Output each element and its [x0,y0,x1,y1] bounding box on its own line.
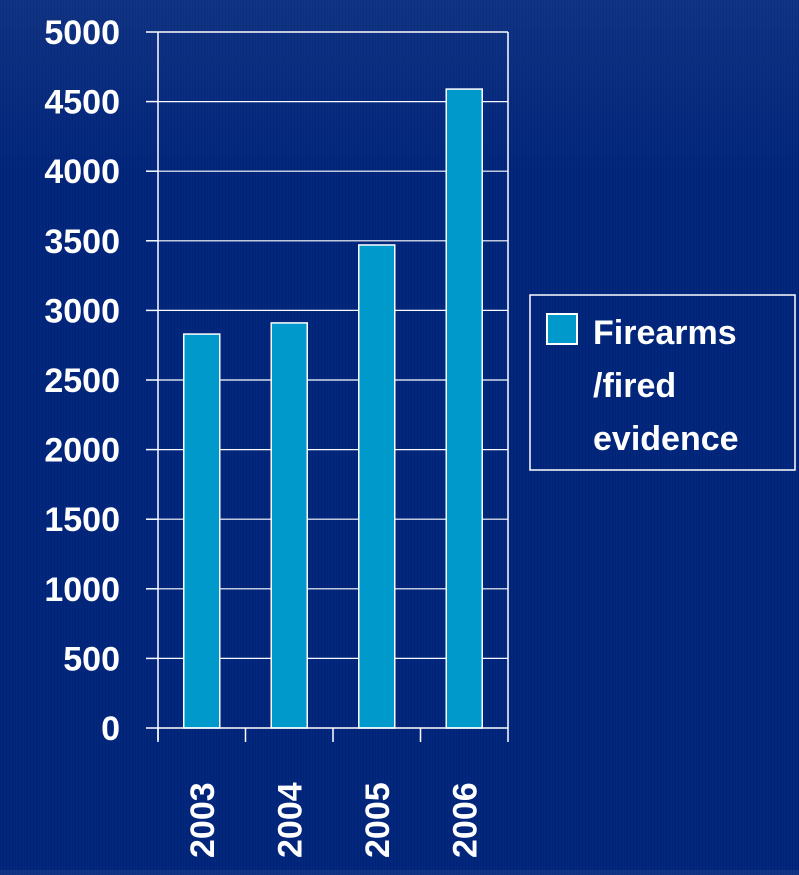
x-tick-label: 2003 [184,782,222,858]
axes [146,31,509,742]
legend-label-line: /fired [593,367,676,405]
legend-box [529,294,796,471]
y-tick-label: 2500 [44,362,120,400]
x-tick-labels: 2003 2004 2005 2006 [184,782,485,858]
legend-swatch [546,313,578,345]
bar-2004 [270,322,308,729]
y-tick-label: 4500 [44,84,120,122]
y-tick-label: 3000 [44,292,120,330]
y-tick-label: 0 [101,710,120,748]
bar-2006 [445,88,483,729]
y-tick-label: 2000 [44,432,120,470]
x-tick-label: 2006 [446,782,484,858]
y-tick-label: 5000 [44,14,120,52]
legend: Firearms/fired evidence [529,294,796,471]
y-tick-label: 1500 [44,501,120,539]
y-tick-label: 3500 [44,223,120,261]
bars [183,88,483,729]
y-tick-labels: 0 500 1000 1500 2000 2500 3000 3500 4000 4500 5000 [44,14,120,748]
y-tick-label: 1000 [44,571,120,609]
x-tick-label: 2005 [359,782,397,858]
bar-2003 [183,333,221,729]
legend-label-line: Firearms [593,314,737,352]
y-tick-label: 500 [63,640,120,678]
x-tick-label: 2004 [271,782,309,858]
bar-2005 [358,244,396,729]
y-tick-label: 4000 [44,153,120,191]
legend-label-line: evidence [593,420,739,458]
